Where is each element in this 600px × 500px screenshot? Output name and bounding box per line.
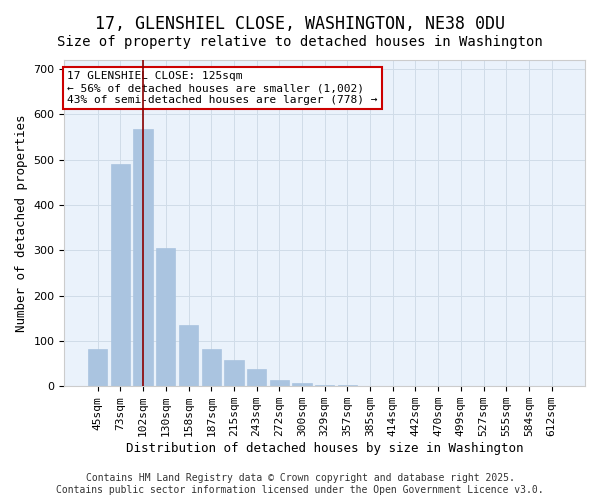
Bar — [315, 385, 334, 386]
Bar — [269, 380, 289, 386]
Bar — [292, 382, 311, 386]
Text: Size of property relative to detached houses in Washington: Size of property relative to detached ho… — [57, 35, 543, 49]
Bar — [156, 248, 175, 386]
Bar — [111, 164, 130, 386]
Bar — [88, 348, 107, 386]
Text: Contains HM Land Registry data © Crown copyright and database right 2025.
Contai: Contains HM Land Registry data © Crown c… — [56, 474, 544, 495]
X-axis label: Distribution of detached houses by size in Washington: Distribution of detached houses by size … — [126, 442, 523, 455]
Bar — [224, 360, 244, 386]
Bar — [133, 130, 153, 386]
Text: 17 GLENSHIEL CLOSE: 125sqm
← 56% of detached houses are smaller (1,002)
43% of s: 17 GLENSHIEL CLOSE: 125sqm ← 56% of deta… — [67, 72, 377, 104]
Y-axis label: Number of detached properties: Number of detached properties — [15, 114, 28, 332]
Text: 17, GLENSHIEL CLOSE, WASHINGTON, NE38 0DU: 17, GLENSHIEL CLOSE, WASHINGTON, NE38 0D… — [95, 15, 505, 33]
Bar — [179, 325, 198, 386]
Bar — [202, 348, 221, 386]
Bar — [247, 369, 266, 386]
